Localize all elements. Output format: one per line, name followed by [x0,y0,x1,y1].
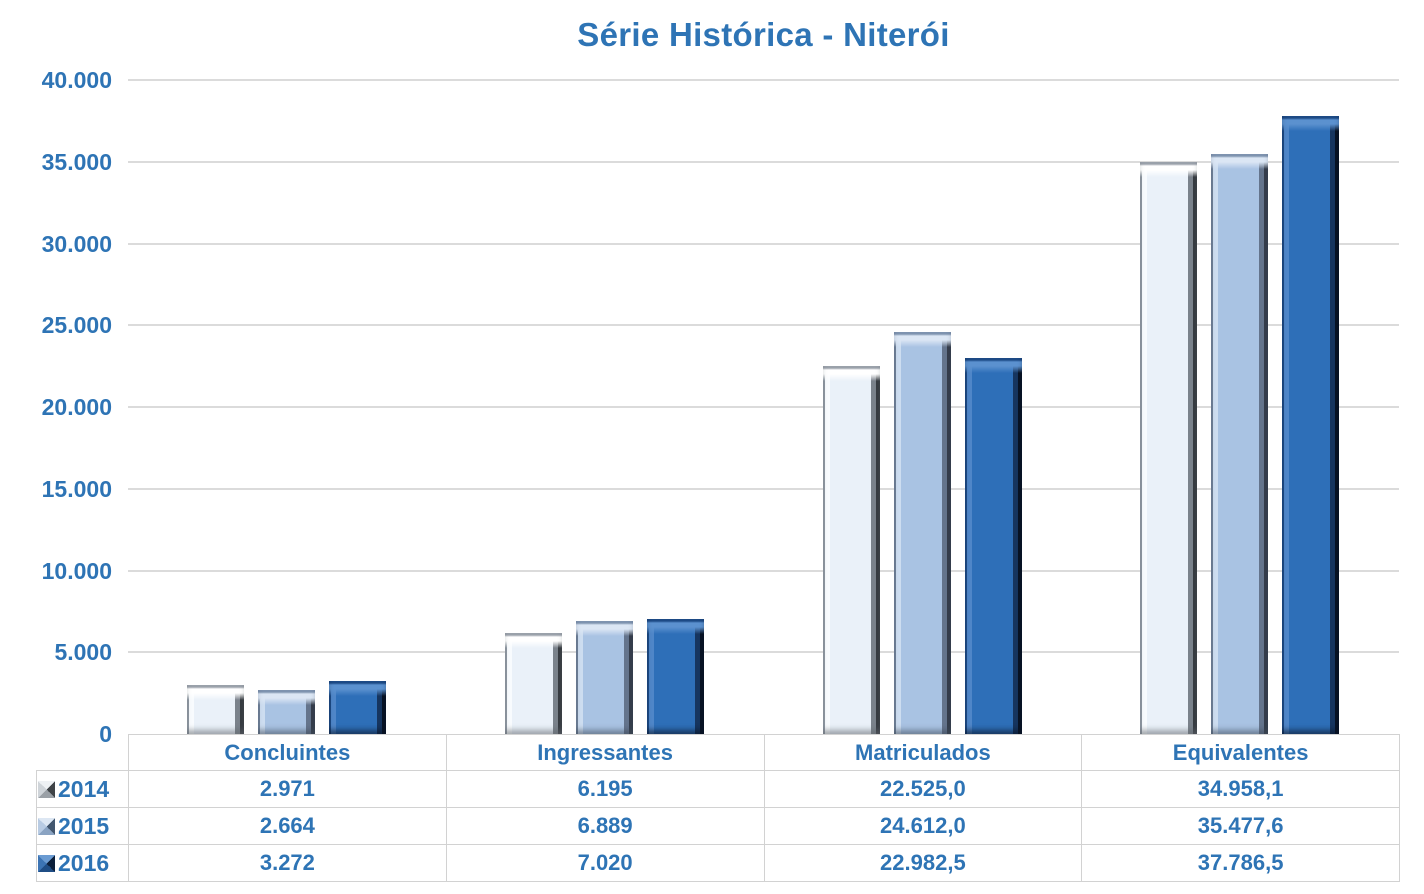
y-axis-tick-label: 25.000 [41,312,112,339]
cell-2014-ingressantes: 6.195 [445,770,765,808]
chart-title: Série Histórica - Niterói [577,16,950,53]
cell-2014-concluintes: 2.971 [128,770,447,808]
cell-2016-concluintes: 3.272 [128,844,447,882]
bar-2015-matriculados [893,332,951,734]
y-axis-tick-label: 0 [99,721,112,747]
y-axis: 40.000 35.000 30.000 25.000 20.000 15.000 10.0… [0,67,112,747]
series-2015-marker-icon [38,817,55,835]
bar-2014-matriculados [822,366,880,734]
gridline [128,242,1399,245]
column-header-equivalentes: Equivalentes [1081,734,1400,771]
cell-2015-matriculados: 24.612,0 [763,807,1083,845]
y-axis-tick-label: 5.000 [54,639,112,666]
cell-2015-equivalentes: 35.477,6 [1081,807,1400,845]
column-header-ingressantes: Ingressantes [445,734,765,771]
cell-2016-equivalentes: 37.786,5 [1081,844,1400,882]
row-header-2014: 2014 [36,770,129,808]
gridline [128,160,1399,163]
bar-2014-concluintes [187,685,244,734]
cell-2014-matriculados: 22.525,0 [763,770,1083,808]
bar-2016-ingressantes [646,619,704,734]
y-axis-tick-label: 20.000 [41,394,112,420]
row-header-2015: 2015 [36,807,129,845]
cell-2016-matriculados: 22.982,5 [763,844,1083,882]
table-header-row: Concluintes Ingressantes Matriculados Eq… [37,734,1400,771]
table-row: 2015 2.664 6.889 24.612,0 35.477,6 [36,807,1400,845]
y-axis-tick-label: 35.000 [41,148,112,175]
y-axis-tick-label: 15.000 [41,475,112,502]
gridline [128,324,1399,327]
cell-2014-equivalentes: 34.958,1 [1081,770,1400,808]
bar-2016-matriculados [964,358,1022,734]
bar-2015-concluintes [258,690,315,734]
y-axis-tick-label: 10.000 [41,557,112,584]
series-2014-marker-icon [38,780,55,798]
gridline [128,79,1399,81]
gridline [128,569,1399,572]
y-axis-tick-label: 30.000 [41,230,112,257]
table-corner-cell [37,735,129,771]
y-axis-tick-label: 40.000 [41,67,112,93]
gridline [128,406,1399,408]
bar-2016-concluintes [329,681,386,734]
data-table: Concluintes Ingressantes Matriculados Eq… [36,734,1400,882]
cell-2015-ingressantes: 6.889 [445,807,765,845]
bar-2014-equivalentes [1140,162,1198,734]
plot-area [128,79,1399,734]
bar-2016-equivalentes [1282,116,1340,734]
bar-2015-ingressantes [575,621,633,734]
cell-2015-concluintes: 2.664 [128,807,447,845]
bar-2015-equivalentes [1211,154,1269,734]
bar-2014-ingressantes [504,633,562,734]
cell-2016-ingressantes: 7.020 [445,844,765,882]
row-label: 2016 [58,849,110,876]
table-row: 2014 2.971 6.195 22.525,0 34.958,1 [36,770,1400,808]
gridline [128,487,1399,490]
column-header-matriculados: Matriculados [763,734,1083,771]
column-header-concluintes: Concluintes [128,734,447,771]
row-label: 2015 [58,812,110,839]
gridline [128,651,1399,654]
table-row: 2016 3.272 7.020 22.982,5 37.786,5 [36,844,1400,882]
row-header-2016: 2016 [36,844,129,882]
series-2016-marker-icon [38,854,55,872]
row-label: 2014 [58,775,110,802]
